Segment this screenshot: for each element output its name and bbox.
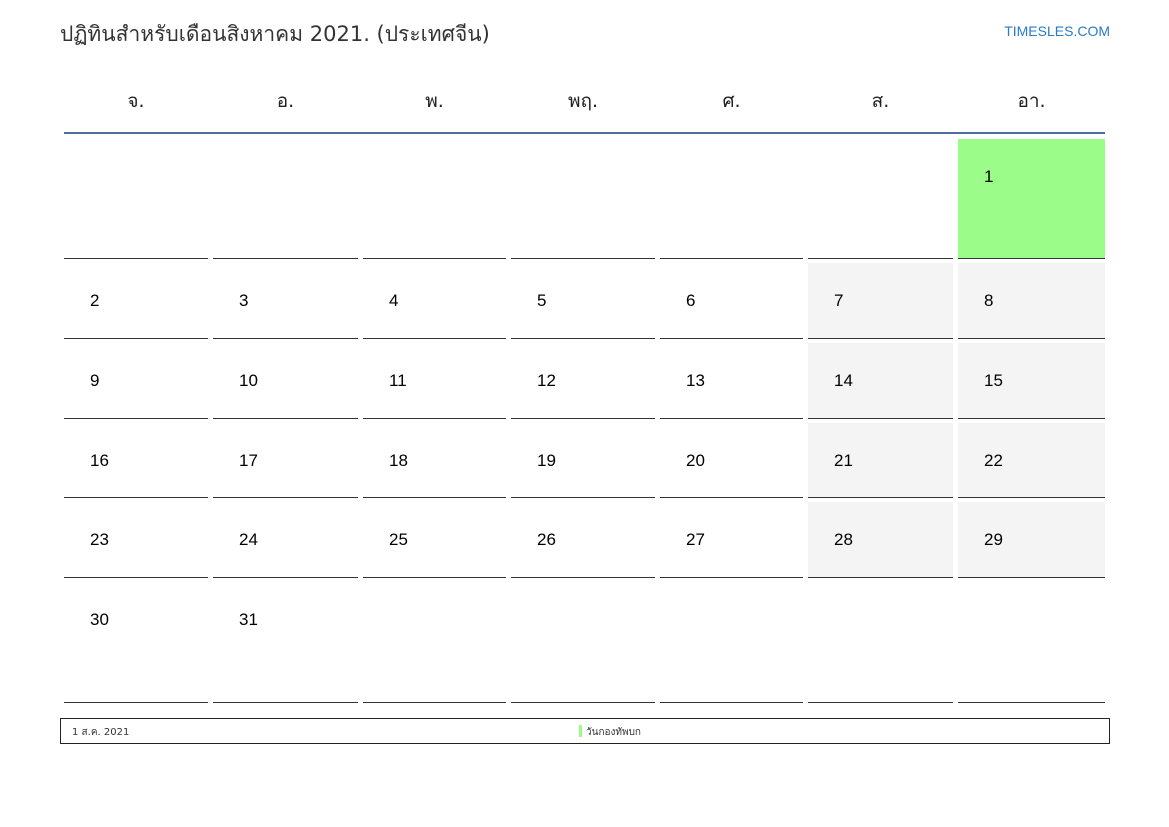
day-number: 25 (389, 530, 408, 549)
day-cell[interactable]: 23 (64, 502, 208, 578)
day-number: 27 (686, 530, 705, 549)
day-number: 12 (537, 371, 556, 390)
day-number: 4 (389, 291, 399, 310)
day-number: 6 (686, 291, 696, 310)
day-cell[interactable]: 12 (511, 343, 655, 419)
day-number: 10 (239, 371, 258, 390)
weekday-header: พ. (425, 90, 444, 112)
empty-day-cell (660, 139, 803, 259)
day-cell[interactable]: 18 (363, 423, 506, 498)
day-cell[interactable]: 13 (660, 343, 803, 419)
day-cell[interactable]: 30 (64, 582, 208, 703)
day-number: 13 (686, 371, 705, 390)
holiday-legend: 1 ส.ค. 2021 วันกองทัพบก (60, 718, 1110, 744)
day-cell[interactable]: 6 (660, 263, 803, 339)
empty-day-cell (808, 139, 953, 259)
day-number: 26 (537, 530, 556, 549)
empty-day-cell (64, 139, 208, 259)
empty-day-cell (660, 582, 803, 703)
day-number: 22 (984, 451, 1003, 470)
holiday-name: วันกองทัพบก (586, 727, 641, 738)
day-cell[interactable]: 5 (511, 263, 655, 339)
site-link[interactable]: TIMESLES.COM (1004, 23, 1110, 39)
day-number: 20 (686, 451, 705, 470)
day-number: 16 (90, 451, 109, 470)
day-number: 17 (239, 451, 258, 470)
day-number: 11 (389, 371, 407, 390)
day-number: 9 (90, 371, 100, 390)
day-cell[interactable]: 14 (808, 343, 953, 419)
day-number: 1 (984, 167, 994, 186)
day-number: 2 (90, 291, 100, 310)
day-number: 18 (389, 451, 408, 470)
day-cell[interactable]: 15 (958, 343, 1105, 419)
day-number: 30 (90, 610, 109, 629)
day-cell[interactable]: 24 (213, 502, 358, 578)
holiday-date: 1 ส.ค. 2021 (72, 727, 130, 738)
day-cell[interactable]: 2 (64, 263, 208, 339)
day-cell[interactable]: 16 (64, 423, 208, 498)
day-cell[interactable]: 3 (213, 263, 358, 339)
empty-day-cell (958, 582, 1105, 703)
day-number: 15 (984, 371, 1003, 390)
day-number: 7 (834, 291, 844, 310)
header-divider (64, 132, 1105, 134)
empty-day-cell (363, 139, 506, 259)
day-cell[interactable]: 1 (958, 139, 1105, 259)
day-cell[interactable]: 19 (511, 423, 655, 498)
day-number: 29 (984, 530, 1003, 549)
day-number: 8 (984, 291, 994, 310)
page-title: ปฏิทินสำหรับเดือนสิงหาคม 2021. (ประเทศจี… (60, 22, 490, 46)
day-number: 24 (239, 530, 258, 549)
weekday-header: อ. (276, 90, 295, 112)
holiday-item: วันกองทัพบก (579, 725, 641, 740)
day-cell[interactable]: 9 (64, 343, 208, 419)
day-number: 5 (537, 291, 547, 310)
day-number: 19 (537, 451, 556, 470)
day-cell[interactable]: 7 (808, 263, 953, 339)
day-number: 28 (834, 530, 853, 549)
day-cell[interactable]: 21 (808, 423, 953, 498)
day-number: 31 (239, 610, 258, 629)
weekday-header: ศ. (722, 90, 741, 112)
empty-day-cell (363, 582, 506, 703)
day-cell[interactable]: 22 (958, 423, 1105, 498)
day-number: 23 (90, 530, 109, 549)
day-cell[interactable]: 17 (213, 423, 358, 498)
weekday-header: อา. (1017, 90, 1046, 112)
day-cell[interactable]: 29 (958, 502, 1105, 578)
holiday-color-marker (579, 725, 582, 737)
weekday-header: จ. (127, 90, 145, 112)
empty-day-cell (511, 139, 655, 259)
day-cell[interactable]: 28 (808, 502, 953, 578)
day-cell[interactable]: 8 (958, 263, 1105, 339)
empty-day-cell (213, 139, 358, 259)
day-cell[interactable]: 26 (511, 502, 655, 578)
day-cell[interactable]: 4 (363, 263, 506, 339)
day-number: 14 (834, 371, 853, 390)
weekday-header: พฤ. (567, 90, 599, 112)
day-number: 3 (239, 291, 249, 310)
day-cell[interactable]: 25 (363, 502, 506, 578)
empty-day-cell (808, 582, 953, 703)
day-cell[interactable]: 20 (660, 423, 803, 498)
empty-day-cell (511, 582, 655, 703)
weekday-header: ส. (871, 90, 890, 112)
day-cell[interactable]: 27 (660, 502, 803, 578)
day-number: 21 (834, 451, 853, 470)
day-cell[interactable]: 10 (213, 343, 358, 419)
day-cell[interactable]: 31 (213, 582, 358, 703)
day-cell[interactable]: 11 (363, 343, 506, 419)
